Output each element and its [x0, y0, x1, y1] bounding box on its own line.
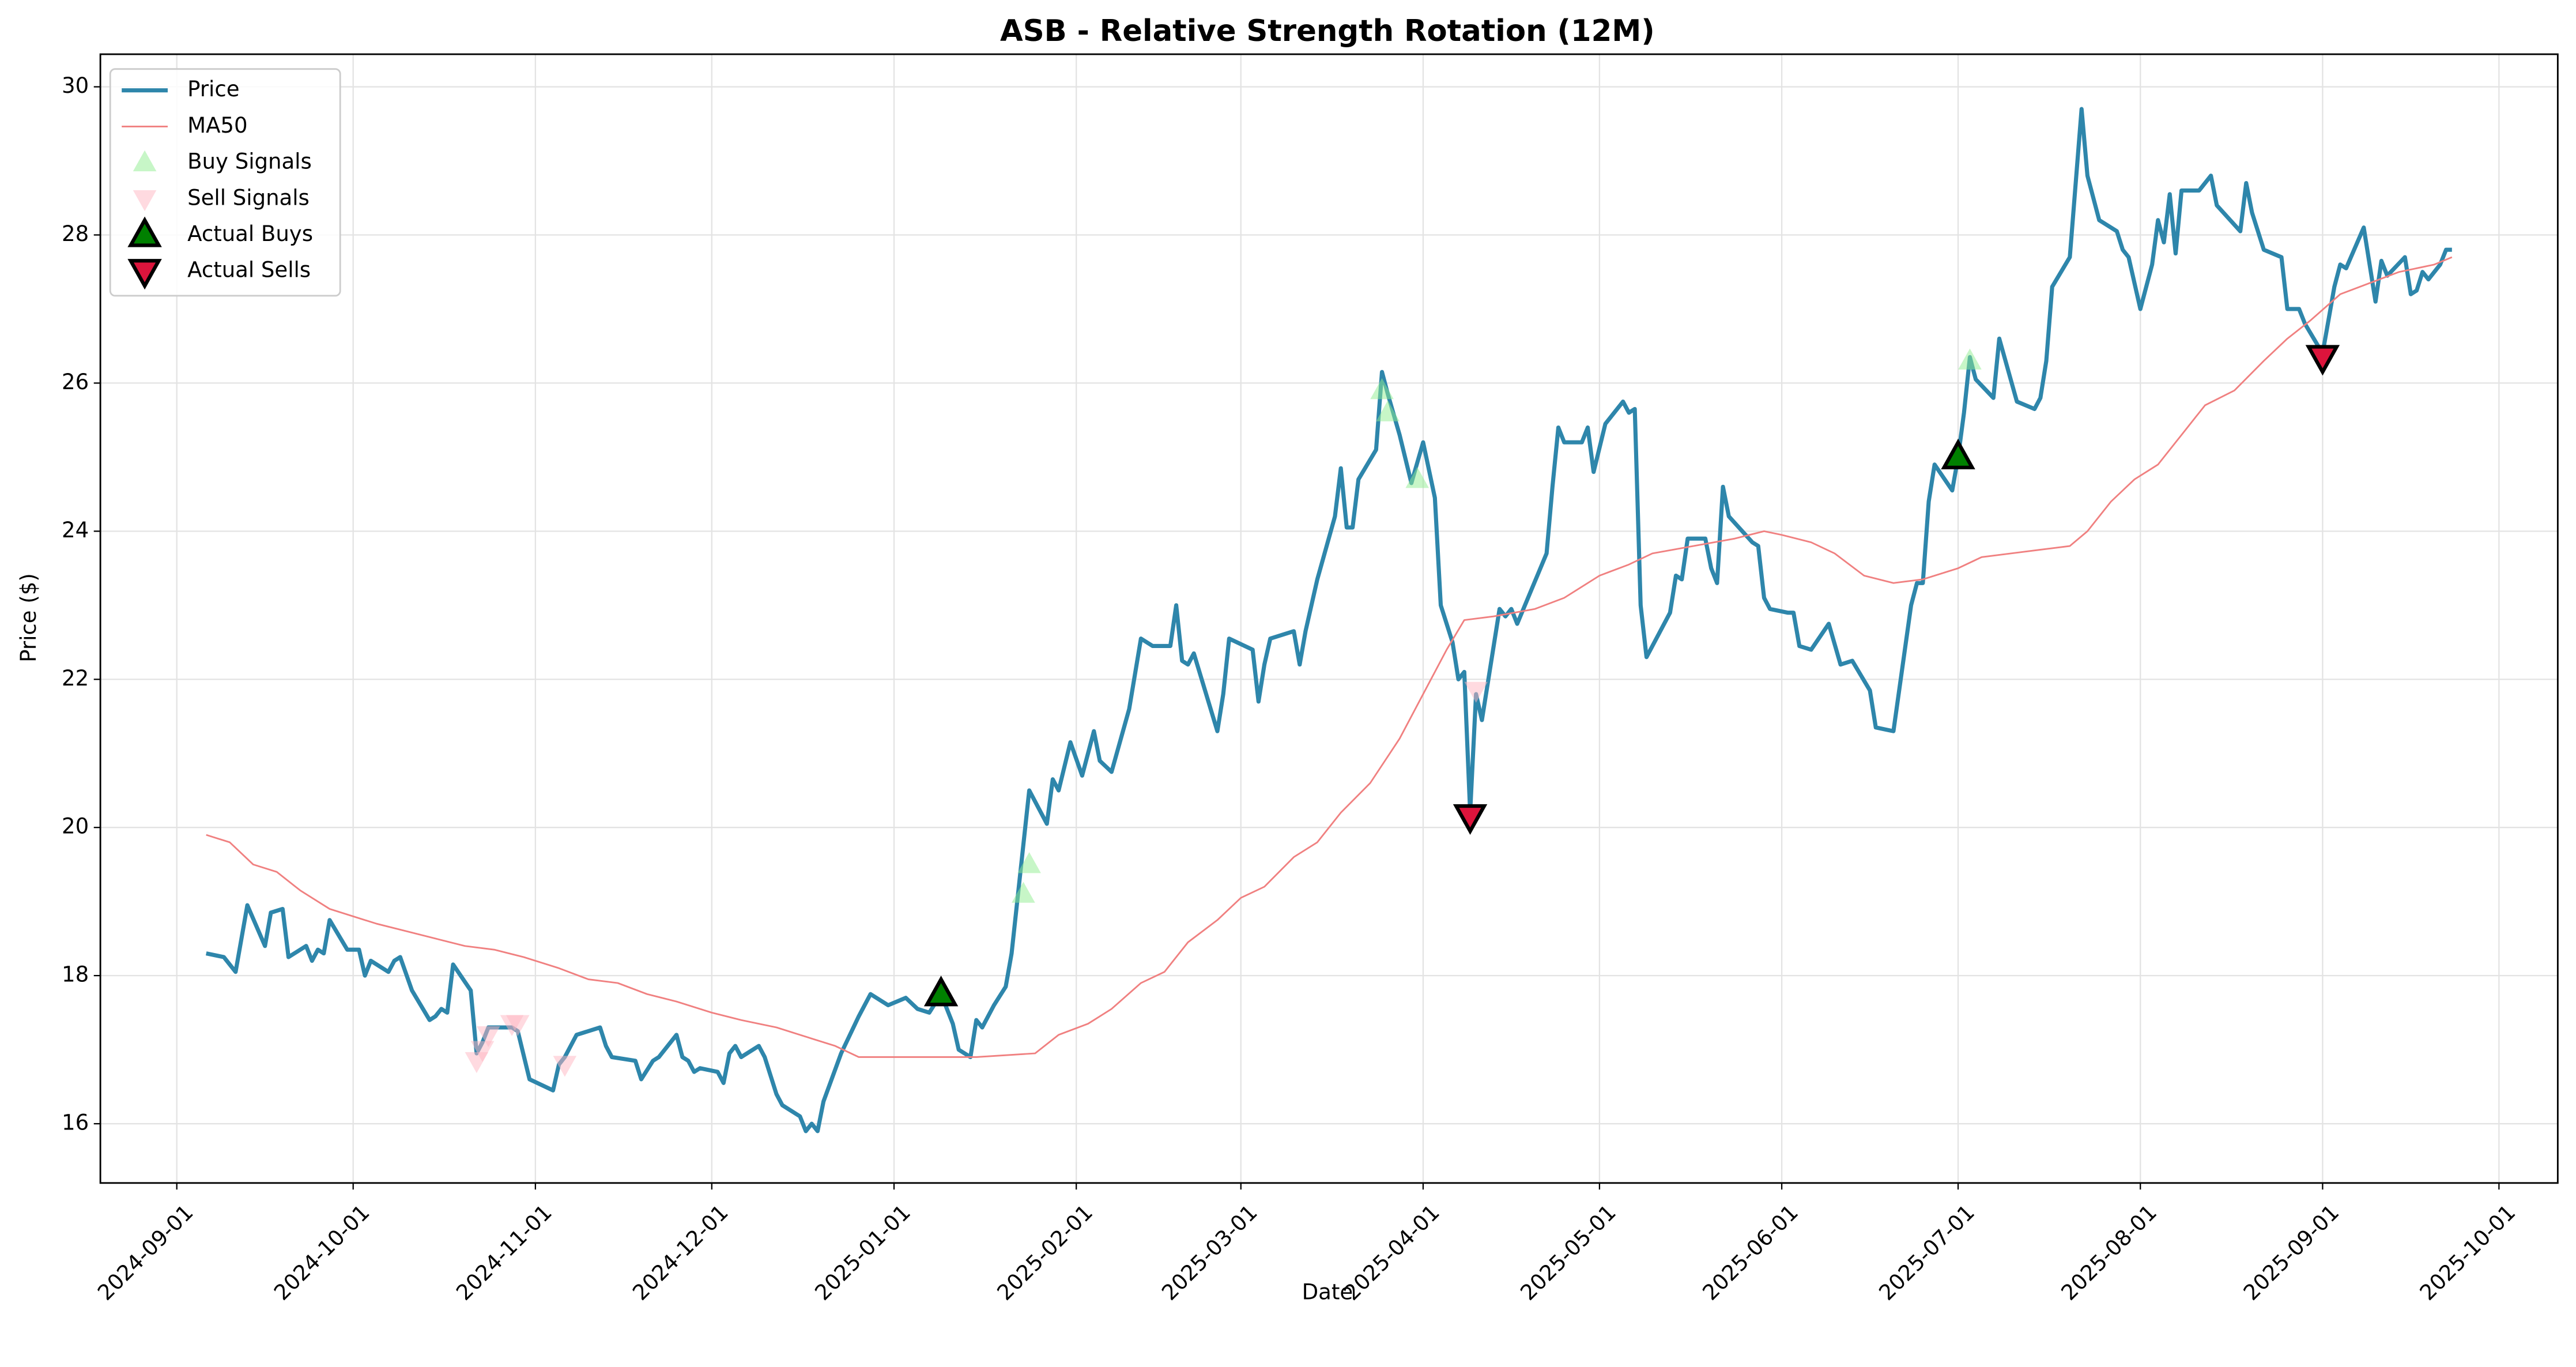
y-tick-label: 18	[62, 962, 89, 987]
signal-marker	[1370, 378, 1394, 400]
signal-marker	[1941, 438, 1975, 469]
x-tick-label: 2024-12-01	[628, 1200, 733, 1305]
x-tick-label: 2025-07-01	[1874, 1200, 1979, 1305]
x-tick-label: 2024-11-01	[451, 1200, 557, 1305]
y-tick-label: 20	[62, 814, 89, 839]
price-line	[206, 256, 2453, 1058]
price-line	[205, 107, 2452, 1133]
x-tick-label: 2025-01-01	[810, 1200, 915, 1305]
signal-marker	[476, 1026, 500, 1048]
plot-frame	[99, 53, 2559, 1184]
signal-marker	[1453, 804, 1488, 835]
signal-marker	[923, 976, 959, 1007]
y-tick-label: 22	[62, 666, 89, 691]
y-tick-label: 26	[62, 370, 89, 394]
signal-marker	[1017, 852, 1041, 873]
chart-title: ASB - Relative Strength Rotation (12M)	[1000, 14, 1655, 48]
x-tick-label: 2025-06-01	[1698, 1200, 1803, 1305]
x-tick-label: 2025-05-01	[1515, 1200, 1621, 1305]
y-tick-label: 30	[62, 73, 89, 98]
plot-area	[205, 107, 2453, 1133]
x-tick-label: 2025-02-01	[993, 1200, 1098, 1305]
signal-marker	[2305, 345, 2340, 376]
x-tick-label: 2025-10-01	[2415, 1200, 2521, 1305]
legend-label: MA50	[187, 113, 247, 138]
signal-marker	[1464, 681, 1488, 703]
legend-label: Actual Buys	[187, 221, 313, 246]
x-tick-label: 2024-09-01	[93, 1200, 198, 1305]
signal-marker	[1012, 882, 1035, 903]
legend-label: Sell Signals	[187, 185, 310, 210]
x-tick-label: 2025-04-01	[1339, 1200, 1444, 1305]
x-tick-label: 2025-03-01	[1157, 1200, 1262, 1305]
x-axis-label: Date	[1302, 1279, 1353, 1304]
legend-label: Price	[187, 77, 239, 101]
legend-label: Buy Signals	[187, 149, 312, 174]
x-tick-label: 2025-09-01	[2239, 1200, 2344, 1305]
x-tick-label: 2024-10-01	[269, 1200, 375, 1305]
y-tick-label: 24	[62, 518, 89, 543]
signal-marker	[1958, 348, 1982, 370]
signal-marker	[1405, 467, 1430, 488]
y-axis-label: Price ($)	[16, 573, 41, 662]
legend-swatch	[127, 259, 162, 290]
legend-swatch	[133, 150, 157, 172]
x-tick-label: 2025-08-01	[2057, 1200, 2162, 1305]
y-tick-label: 16	[62, 1110, 89, 1135]
signal-marker	[1376, 400, 1400, 421]
legend-label: Actual Sells	[187, 258, 311, 283]
legend-swatch	[127, 216, 162, 247]
y-tick-label: 28	[62, 221, 89, 246]
legend-swatch	[133, 190, 157, 212]
signal-marker	[506, 1015, 530, 1037]
signal-marker	[553, 1056, 577, 1077]
